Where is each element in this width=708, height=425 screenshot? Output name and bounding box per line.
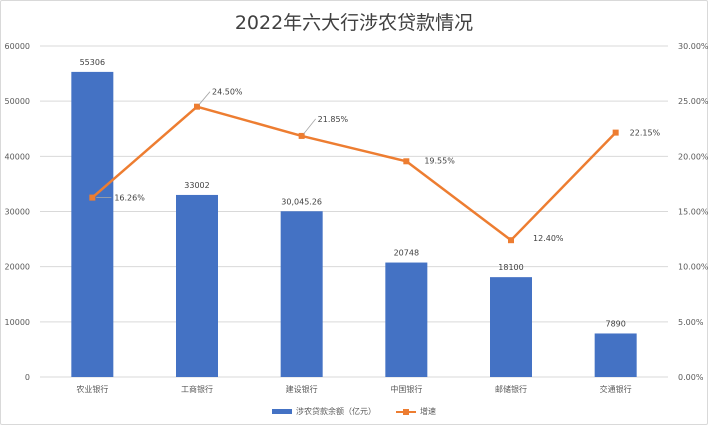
line-marker [89,194,96,201]
line-marker [612,129,619,136]
bar [594,333,637,377]
bar-value-label: 7890 [605,319,625,328]
y-right-tick-label: 0.00% [678,373,704,382]
line-value-label: 16.26% [114,194,145,203]
chart-title: 2022年六大行涉农贷款情况 [234,12,474,34]
y-right-tick-label: 15.00% [678,208,708,217]
chart-legend: 涉农贷款余额（亿元） 增速 [0,406,708,417]
legend-label-bar: 涉农贷款余额（亿元） [296,407,376,416]
x-category-label: 邮储银行 [495,384,527,394]
x-category-label: 中国银行 [390,384,422,394]
bar-value-label: 30,045.26 [281,197,322,206]
bar-value-label: 33002 [184,181,209,190]
line-value-label: 24.50% [212,88,243,97]
x-category-label: 农业银行 [76,384,108,394]
bar [280,211,323,377]
y-left-tick-label: 40000 [5,152,30,161]
line-marker [403,158,410,165]
bar [176,194,218,377]
y-right-tick-label: 25.00% [678,97,708,106]
bar-value-label: 55306 [80,58,105,67]
legend-label-line: 增速 [420,407,436,416]
bar [71,71,114,377]
bar-value-label: 18100 [498,263,523,272]
y-left-tick-label: 50000 [5,97,30,106]
line-marker [194,103,200,110]
y-right-tick-label: 5.00% [678,318,704,327]
bar-value-label: 20748 [394,249,419,258]
y-left-tick-label: 20000 [5,263,30,272]
y-left-tick-label: 10000 [5,318,30,327]
legend-swatch-line [396,408,416,416]
growth-line [91,105,617,242]
x-category-label: 工商银行 [181,384,213,394]
bar [385,262,428,377]
line-marker [508,237,514,244]
line-value-label: 19.55% [424,156,455,165]
legend-swatch-bar [272,409,292,414]
bar [490,277,532,377]
y-left-tick-label: 30000 [5,208,30,217]
y-right-tick-label: 10.00% [678,263,708,272]
y-left-tick-label: 60000 [5,42,30,51]
x-category-label: 交通银行 [600,384,632,394]
label-leader-line [198,91,211,105]
line-marker [298,132,305,139]
line-value-label: 12.40% [533,234,564,243]
label-leader-line [303,118,316,135]
y-right-tick-label: 20.00% [678,152,708,161]
legend-item-line: 增速 [396,406,436,417]
legend-item-bar: 涉农贷款余额（亿元） [272,406,376,417]
line-value-label: 21.85% [318,115,349,124]
y-right-tick-label: 30.00% [678,42,708,51]
y-left-tick-label: 0 [25,373,30,382]
x-category-label: 建设银行 [286,384,318,394]
line-value-label: 22.15% [630,129,661,138]
